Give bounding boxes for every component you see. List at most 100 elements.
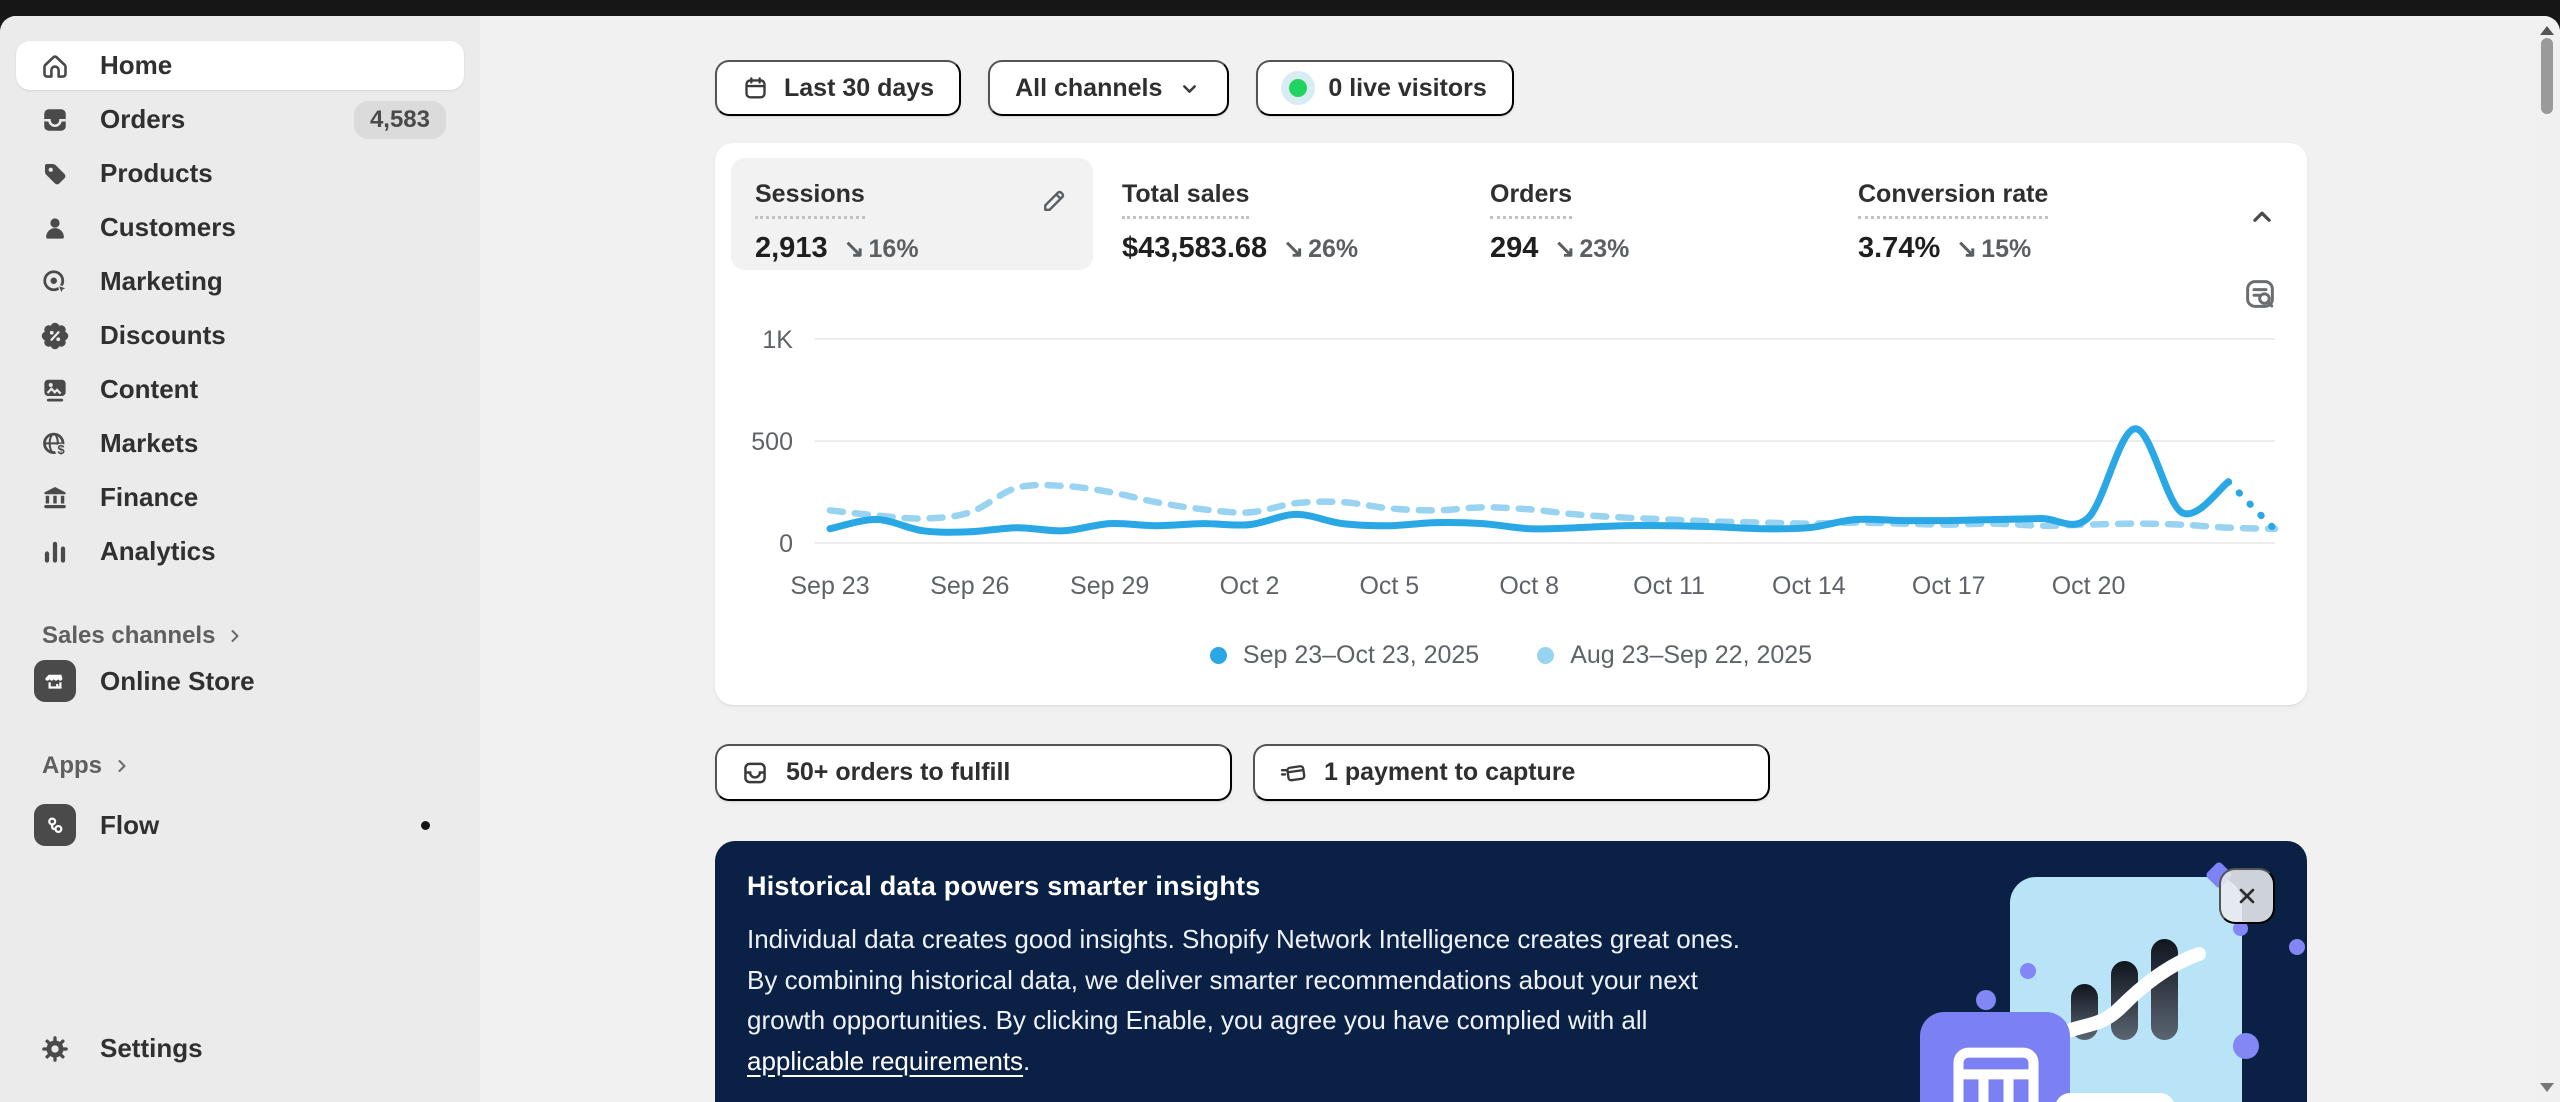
banner-body-line: growth opportunities. By clicking Enable… bbox=[747, 1005, 1648, 1035]
illustration-table-tile bbox=[1920, 1012, 2070, 1102]
live-visitors-dot-icon bbox=[1289, 79, 1308, 97]
chevron-down-icon bbox=[1177, 76, 1202, 101]
section-label: Sales channels bbox=[42, 622, 216, 649]
channels-dropdown-button[interactable]: All channels bbox=[988, 60, 1230, 116]
sidebar-item-marketing[interactable]: Marketing bbox=[16, 257, 464, 306]
x-axis-tick-label: Sep 29 bbox=[1070, 572, 1149, 600]
sidebar-item-settings[interactable]: Settings bbox=[16, 1024, 464, 1073]
sidebar-item-label: Orders bbox=[100, 104, 186, 134]
x-axis-tick-label: Oct 5 bbox=[1359, 572, 1419, 600]
payment-to-capture-button[interactable]: 1 payment to capture bbox=[1253, 744, 1770, 801]
metric-label[interactable]: Sessions bbox=[755, 180, 865, 219]
scrollbar-down-arrow-icon[interactable] bbox=[2540, 1083, 2554, 1099]
sidebar-item-label: Analytics bbox=[100, 536, 216, 566]
banner-body-period: . bbox=[1023, 1045, 1031, 1076]
metric-orders[interactable]: Orders 294 ↘ 23% bbox=[1490, 158, 1629, 270]
orders-count-badge: 4,583 bbox=[353, 100, 446, 139]
close-x-icon bbox=[2239, 888, 2255, 904]
y-axis-tick-label: 1K bbox=[762, 326, 793, 354]
sidebar-item-products[interactable]: Products bbox=[16, 149, 464, 198]
sidebar-item-home[interactable]: Home bbox=[16, 41, 464, 90]
metric-total-sales[interactable]: Total sales $43,583.68 ↘ 26% bbox=[1122, 158, 1358, 270]
analytics-overview-card: Sessions 2,913 ↘ 16% Total sales $43,583.… bbox=[715, 143, 2307, 705]
metric-value-row: 294 ↘ 23% bbox=[1490, 232, 1629, 265]
decor-dot bbox=[2233, 921, 2248, 936]
previous-period-line bbox=[826, 481, 2279, 532]
metric-conversion-rate[interactable]: Conversion rate 3.74% ↘ 15% bbox=[1858, 158, 2049, 270]
live-visitors-button[interactable]: 0 live visitors bbox=[1256, 60, 1514, 116]
metric-label[interactable]: Conversion rate bbox=[1858, 180, 2049, 219]
analytics-bars-icon bbox=[40, 537, 70, 567]
banner-body-line: By combining historical data, we deliver… bbox=[747, 964, 1698, 995]
date-range-label: Last 30 days bbox=[784, 73, 935, 102]
scrollbar-up-arrow-icon[interactable] bbox=[2540, 19, 2554, 35]
sidebar-item-label: Content bbox=[100, 374, 199, 404]
apps-header[interactable]: Apps bbox=[16, 750, 464, 782]
view-report-search-button[interactable] bbox=[2237, 271, 2283, 317]
orders-to-fulfill-button[interactable]: 50+ orders to fulfill bbox=[715, 744, 1232, 801]
decor-dot bbox=[1976, 990, 1996, 1010]
edit-metric-pencil-button[interactable] bbox=[1037, 184, 1071, 218]
legend-current-period[interactable]: Sep 23–Oct 23, 2025 bbox=[1209, 641, 1480, 670]
chevron-right-icon bbox=[225, 626, 245, 646]
section-label: Apps bbox=[42, 752, 102, 779]
products-tag-icon bbox=[40, 159, 70, 189]
markets-globe-icon: $ bbox=[40, 429, 70, 459]
discounts-badge-icon bbox=[40, 321, 70, 351]
sidebar-item-flow[interactable]: Flow bbox=[16, 796, 464, 854]
sessions-line-chart: 0 500 1K Sep 23 Sep 26 Sep 29 Oct 2 Oct 5 Oct 8 O… bbox=[751, 326, 2279, 600]
page-scrollbar[interactable] bbox=[2534, 26, 2560, 1102]
chart-legend: Sep 23–Oct 23, 2025 Aug 23–Sep 22, 2025 bbox=[715, 641, 2307, 670]
metric-change: ↘ 16% bbox=[843, 235, 919, 263]
scrollbar-thumb[interactable] bbox=[2541, 38, 2553, 114]
collapse-card-button[interactable] bbox=[2243, 197, 2281, 235]
flow-app-icon bbox=[34, 804, 76, 846]
metric-label[interactable]: Orders bbox=[1490, 180, 1572, 219]
sidebar-item-label: Products bbox=[100, 158, 213, 188]
legend-label: Sep 23–Oct 23, 2025 bbox=[1242, 641, 1480, 669]
x-axis-tick-label: Oct 8 bbox=[1499, 572, 1559, 600]
metric-change: ↘ 26% bbox=[1283, 235, 1359, 263]
sidebar-item-markets[interactable]: $ Markets bbox=[16, 419, 464, 468]
x-axis-tick-label: Oct 17 bbox=[1912, 572, 1986, 600]
metric-value: 2,913 bbox=[755, 232, 828, 264]
legend-dot-current-icon bbox=[1209, 647, 1227, 664]
metric-sessions[interactable]: Sessions 2,913 ↘ 16% bbox=[731, 158, 1093, 270]
applicable-requirements-link[interactable]: applicable requirements bbox=[747, 1045, 1024, 1076]
illustration-pill bbox=[2055, 1093, 2175, 1102]
current-period-projection-dotted bbox=[2224, 478, 2279, 534]
sidebar-item-label: Home bbox=[100, 50, 173, 80]
network-intelligence-banner: Historical data powers smarter insights … bbox=[715, 841, 2307, 1102]
date-range-button[interactable]: Last 30 days bbox=[715, 60, 962, 116]
decor-dot bbox=[2289, 939, 2305, 955]
decor-dot bbox=[2020, 963, 2036, 979]
metric-value: 3.74% bbox=[1858, 232, 1941, 264]
sidebar-item-online-store[interactable]: Online Store bbox=[16, 652, 464, 710]
customers-person-icon bbox=[40, 213, 70, 243]
notification-dot bbox=[421, 820, 430, 830]
sales-channels-header[interactable]: Sales channels bbox=[16, 620, 464, 652]
sidebar-item-label: Marketing bbox=[100, 266, 223, 296]
main-region: Last 30 days All channels 0 live visitor… bbox=[480, 16, 2560, 1102]
metric-value-row: 2,913 ↘ 16% bbox=[755, 232, 1069, 265]
metric-label[interactable]: Total sales bbox=[1122, 180, 1250, 219]
home-content: Last 30 days All channels 0 live visitor… bbox=[715, 16, 2307, 1102]
legend-previous-period[interactable]: Aug 23–Sep 22, 2025 bbox=[1537, 641, 1812, 670]
sidebar-item-content[interactable]: Content bbox=[16, 365, 464, 414]
channels-label: All channels bbox=[1015, 73, 1163, 102]
sidebar-item-customers[interactable]: Customers bbox=[16, 203, 464, 252]
banner-text: Historical data powers smarter insights … bbox=[747, 871, 1892, 1081]
filters-row: Last 30 days All channels 0 live visitor… bbox=[715, 60, 2307, 116]
chevron-right-icon bbox=[112, 756, 132, 776]
marketing-target-icon bbox=[40, 267, 70, 297]
table-grid-icon bbox=[1953, 1047, 2039, 1102]
tasks-row: 50+ orders to fulfill 1 payment to captu… bbox=[715, 744, 2307, 801]
sidebar-item-discounts[interactable]: Discounts bbox=[16, 311, 464, 360]
sidebar-item-finance[interactable]: Finance bbox=[16, 473, 464, 522]
sidebar-item-label: Discounts bbox=[100, 320, 226, 350]
metric-change: ↘ 15% bbox=[1956, 235, 2032, 263]
sidebar-item-analytics[interactable]: Analytics bbox=[16, 527, 464, 576]
sidebar-item-orders[interactable]: Orders 4,583 bbox=[16, 95, 464, 144]
banner-close-button[interactable] bbox=[2219, 868, 2275, 924]
